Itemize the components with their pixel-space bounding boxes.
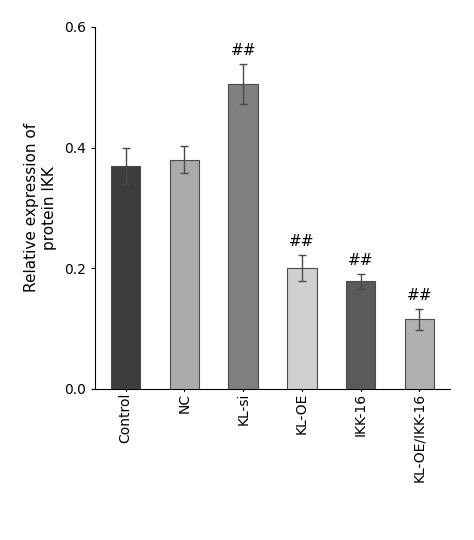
Bar (170, 160, 199, 389)
Bar (405, 320, 434, 389)
Bar (111, 166, 140, 389)
Text: ##: ## (230, 43, 256, 58)
Text: ##: ## (407, 288, 432, 302)
Bar (346, 281, 375, 389)
Bar (228, 84, 258, 389)
Text: ##: ## (348, 253, 374, 268)
Text: ##: ## (289, 234, 315, 249)
Bar (287, 268, 317, 389)
Y-axis label: Relative expression of
protein IKK: Relative expression of protein IKK (25, 123, 57, 293)
